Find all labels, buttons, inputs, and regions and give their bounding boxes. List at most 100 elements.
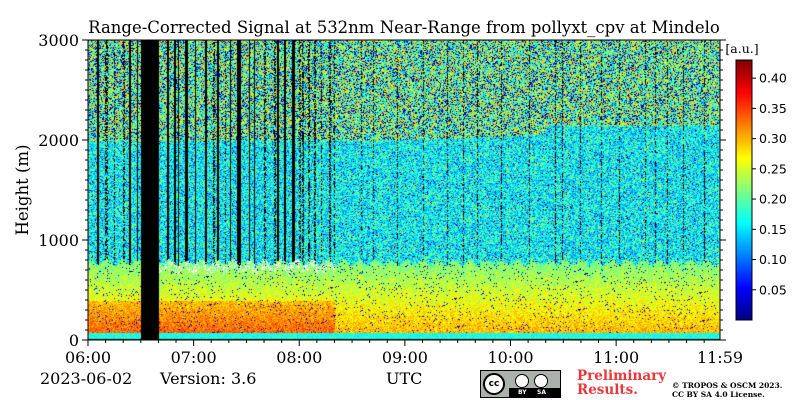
colorbar-swatch [736, 228, 752, 230]
colorbar-swatch [736, 313, 752, 315]
colorbar-swatch [736, 242, 752, 244]
colorbar-swatch [736, 201, 752, 203]
colorbar-swatch [736, 92, 752, 94]
colorbar-swatch [736, 222, 752, 224]
colorbar-swatch [736, 237, 752, 239]
colorbar-swatch [736, 97, 752, 99]
colorbar-swatch [736, 175, 752, 177]
colorbar-swatch [736, 180, 752, 182]
colorbar-swatch [736, 139, 752, 141]
colorbar-swatch [736, 103, 752, 105]
colorbar-swatch [736, 84, 752, 86]
colorbar-swatch [736, 67, 752, 69]
colorbar-swatch [736, 190, 752, 192]
colorbar-swatch [736, 70, 752, 72]
colorbar-swatch [736, 147, 752, 149]
colorbar-swatch [736, 101, 752, 103]
colorbar-swatch [736, 264, 752, 266]
colorbar-swatch [736, 128, 752, 130]
colorbar-swatch [736, 181, 752, 183]
colorbar-swatch [736, 125, 752, 127]
colorbar-swatch [736, 98, 752, 100]
colorbar-swatch [736, 208, 752, 210]
colorbar-swatch [736, 127, 752, 129]
colorbar-swatch [736, 283, 752, 285]
colorbar-swatch [736, 261, 752, 263]
colorbar-swatch [736, 183, 752, 185]
colorbar-swatch [736, 176, 752, 178]
colorbar-swatch [736, 195, 752, 197]
copyright-note: © TROPOS & OSCM 2023. CC BY SA 4.0 Licen… [672, 381, 782, 399]
y-axis-label: Height (m) [13, 144, 32, 235]
colorbar-swatch [736, 133, 752, 135]
colorbar-swatch [736, 269, 752, 271]
x-tick-label: 11:59 [697, 348, 743, 367]
colorbar-swatch [736, 251, 752, 253]
colorbar-swatch [736, 86, 752, 88]
colorbar-swatch [736, 256, 752, 258]
x-tick-label: 11:00 [593, 348, 639, 367]
preliminary-note: Preliminary Results. [577, 369, 666, 397]
colorbar-swatch [736, 130, 752, 132]
colorbar-swatch [736, 271, 752, 273]
colorbar-swatch [736, 196, 752, 198]
colorbar-swatch [736, 91, 752, 93]
x-tick-label: 07:00 [171, 348, 217, 367]
colorbar-swatch [736, 193, 752, 195]
colorbar-frame [735, 59, 753, 321]
colorbar-swatch [736, 234, 752, 236]
colorbar-swatch [736, 311, 752, 313]
heatmap-image [88, 40, 720, 340]
colorbar-swatch [736, 169, 752, 171]
colorbar-swatch [736, 167, 752, 169]
x-tick-label: 08:00 [276, 348, 322, 367]
colorbar-swatch [736, 203, 752, 205]
colorbar-swatch [736, 243, 752, 245]
colorbar-swatch [736, 115, 752, 117]
colorbar-swatch [736, 252, 752, 254]
colorbar-swatch [736, 317, 752, 319]
colorbar-swatch [736, 307, 752, 309]
colorbar-swatch [736, 199, 752, 201]
colorbar-swatch [736, 152, 752, 154]
colorbar-swatch [736, 315, 752, 317]
colorbar-swatch [736, 262, 752, 264]
cc-by-sa-icon: cc BY SA [480, 370, 561, 398]
colorbar-swatch [736, 299, 752, 301]
colorbar-swatch [736, 220, 752, 222]
colorbar-swatch [736, 274, 752, 276]
colorbar-swatch [736, 165, 752, 167]
colorbar-swatch [736, 282, 752, 284]
colorbar-swatch [736, 83, 752, 85]
colorbar-swatch [736, 118, 752, 120]
colorbar-swatch [736, 215, 752, 217]
colorbar-swatch [736, 305, 752, 307]
colorbar-swatch [736, 82, 752, 84]
colorbar-swatch [736, 239, 752, 241]
colorbar-swatch [736, 304, 752, 306]
colorbar-swatch [736, 81, 752, 83]
colorbar-swatch [736, 216, 752, 218]
x-axis-label: UTC [386, 369, 423, 388]
colorbar-swatch [736, 61, 752, 63]
colorbar-swatch [736, 294, 752, 296]
colorbar: 0.05 0.10 0.15 0.20 0.25 0.30 0.35 0.40 [735, 59, 787, 321]
colorbar-swatch [736, 205, 752, 207]
x-tick-label: 10:00 [487, 348, 533, 367]
heatmap-plot-area [87, 39, 721, 341]
colorbar-swatch [736, 174, 752, 176]
colorbar-swatch [736, 171, 752, 173]
colorbar-swatch [736, 88, 752, 90]
colorbar-swatch [736, 253, 752, 255]
colorbar-swatch [736, 63, 752, 65]
colorbar-swatch [736, 230, 752, 232]
colorbar-swatch [736, 233, 752, 235]
attribution-icon [515, 374, 529, 388]
colorbar-swatch [736, 124, 752, 126]
colorbar-swatch [736, 110, 752, 112]
colorbar-swatch [736, 74, 752, 76]
colorbar-swatch [736, 295, 752, 297]
colorbar-swatch [736, 285, 752, 287]
colorbar-swatch [736, 290, 752, 292]
colorbar-swatch [736, 257, 752, 259]
